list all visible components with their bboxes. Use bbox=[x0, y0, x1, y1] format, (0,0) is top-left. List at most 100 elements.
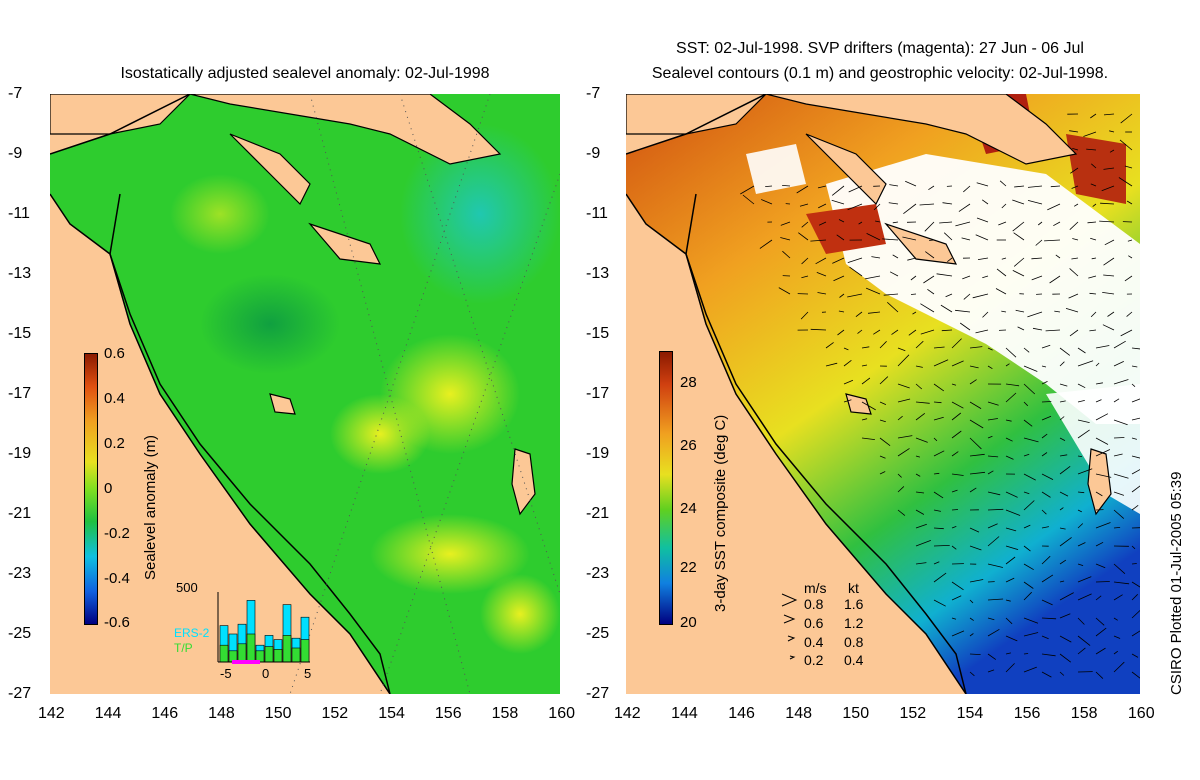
velocity-arrow bbox=[873, 329, 881, 335]
velocity-arrow bbox=[798, 232, 809, 241]
velocity-arrow bbox=[1086, 148, 1097, 151]
velocity-arrow bbox=[987, 418, 998, 421]
velocity-arrow bbox=[1126, 200, 1133, 205]
left-colorbar bbox=[84, 353, 98, 625]
velocity-arrow bbox=[933, 437, 938, 442]
velocity-arrow bbox=[987, 508, 1004, 511]
velocity-arrow bbox=[1077, 347, 1086, 354]
velocity-arrow bbox=[969, 401, 982, 409]
velocity-arrow bbox=[1005, 392, 1017, 403]
velocity-arrow bbox=[995, 288, 1007, 295]
velocity-arrow bbox=[1069, 329, 1079, 337]
left-new-guinea-land bbox=[189, 94, 502, 165]
inset-xtick-1: -5 bbox=[220, 666, 232, 681]
left-ytick--7: -7 bbox=[8, 85, 23, 102]
velocity-arrow bbox=[861, 364, 868, 367]
velocity-arrow bbox=[987, 617, 995, 621]
velocity-arrow bbox=[902, 236, 917, 241]
velocity-arrow bbox=[923, 275, 935, 284]
velocity-arrow bbox=[1095, 449, 1111, 457]
velocity-arrow bbox=[955, 309, 971, 313]
velocity-arrow bbox=[933, 401, 942, 404]
velocity-arrow bbox=[951, 509, 959, 511]
velocity-arrow bbox=[837, 329, 845, 336]
velocity-arrow bbox=[1032, 327, 1043, 331]
velocity-arrow bbox=[1131, 485, 1140, 493]
velocity-arrow bbox=[915, 401, 930, 404]
plot-credit: CSIRO Plotted 01-Jul-2005 05:39 bbox=[1168, 471, 1185, 695]
velocity-arrow bbox=[1001, 257, 1007, 260]
velocity-arrow bbox=[1095, 671, 1104, 679]
velocity-arrow bbox=[897, 435, 913, 439]
velocity-arrow bbox=[933, 572, 947, 583]
velocity-arrow bbox=[951, 383, 957, 386]
velocity-arrow bbox=[1059, 653, 1072, 663]
velocity-arrow bbox=[975, 329, 989, 334]
velocity-arrow bbox=[761, 199, 773, 205]
velocity-arrow bbox=[897, 398, 911, 403]
velocity-arrow bbox=[858, 221, 863, 225]
velocity-arrow bbox=[879, 471, 886, 475]
velocity-arrow bbox=[1095, 413, 1109, 421]
velocity-arrow bbox=[925, 251, 935, 259]
left-xtick-156: 156 bbox=[434, 705, 462, 722]
velocity-arrow bbox=[1059, 671, 1065, 676]
right-colorbar bbox=[659, 351, 673, 625]
velocity-arrow bbox=[866, 233, 881, 241]
velocity-arrow bbox=[1077, 563, 1084, 566]
velocity-arrow bbox=[1113, 473, 1129, 479]
velocity-arrow bbox=[969, 653, 981, 655]
velocity-arrow bbox=[987, 523, 998, 529]
velocity-arrow bbox=[1077, 647, 1086, 655]
right-cbar-tick-4: 22 bbox=[680, 559, 697, 576]
velocity-arrow bbox=[1113, 509, 1125, 519]
legend-header-kt: kt bbox=[848, 580, 859, 596]
velocity-arrow bbox=[933, 527, 944, 530]
velocity-arrow bbox=[987, 365, 993, 370]
velocity-arrow bbox=[915, 523, 927, 529]
velocity-arrow bbox=[1005, 347, 1017, 358]
velocity-arrow bbox=[1131, 630, 1140, 637]
velocity-arrow bbox=[1118, 177, 1133, 187]
velocity-arrow bbox=[1041, 555, 1051, 565]
velocity-arrow bbox=[903, 203, 917, 215]
velocity-arrow bbox=[740, 185, 755, 195]
velocity-arrow bbox=[801, 257, 809, 265]
velocity-arrow bbox=[1089, 292, 1097, 295]
velocity-arrow bbox=[947, 257, 953, 263]
velocity-arrow bbox=[800, 311, 809, 320]
velocity-arrow bbox=[1041, 509, 1047, 515]
inset-bar-tp bbox=[300, 639, 310, 663]
velocity-arrow bbox=[780, 221, 791, 226]
legend-row-1-kt: 1.6 bbox=[844, 596, 864, 612]
velocity-arrow bbox=[987, 491, 1001, 496]
velocity-arrow bbox=[1023, 666, 1037, 673]
right-xtick-148: 148 bbox=[785, 705, 812, 722]
velocity-arrow bbox=[1027, 200, 1043, 205]
velocity-arrow bbox=[1023, 491, 1030, 495]
velocity-arrow bbox=[843, 347, 849, 351]
velocity-arrow bbox=[933, 359, 949, 367]
velocity-arrow bbox=[1005, 437, 1013, 442]
left-xtick-150: 150 bbox=[264, 705, 292, 722]
velocity-arrow bbox=[1095, 541, 1104, 547]
left-ytick--27: -27 bbox=[8, 685, 32, 702]
velocity-arrow bbox=[915, 437, 928, 443]
inset-xtick-2: 0 bbox=[262, 666, 270, 681]
velocity-arrow bbox=[1113, 340, 1126, 349]
velocity-arrow bbox=[847, 203, 863, 211]
velocity-arrow bbox=[1005, 455, 1014, 460]
velocity-arrow bbox=[1005, 556, 1016, 565]
velocity-arrow bbox=[838, 219, 845, 223]
left-xtick-152: 152 bbox=[321, 705, 349, 722]
velocity-arrow bbox=[1031, 257, 1043, 260]
velocity-arrow bbox=[1072, 148, 1079, 151]
velocity-arrow bbox=[976, 182, 989, 187]
velocity-arrow bbox=[1005, 617, 1013, 625]
velocity-arrow bbox=[915, 455, 921, 458]
velocity-arrow bbox=[897, 354, 910, 367]
velocity-arrow bbox=[1005, 363, 1010, 367]
velocity-arrow bbox=[1023, 473, 1036, 481]
inset-bar-tp bbox=[273, 649, 283, 663]
velocity-arrow bbox=[1071, 185, 1079, 189]
